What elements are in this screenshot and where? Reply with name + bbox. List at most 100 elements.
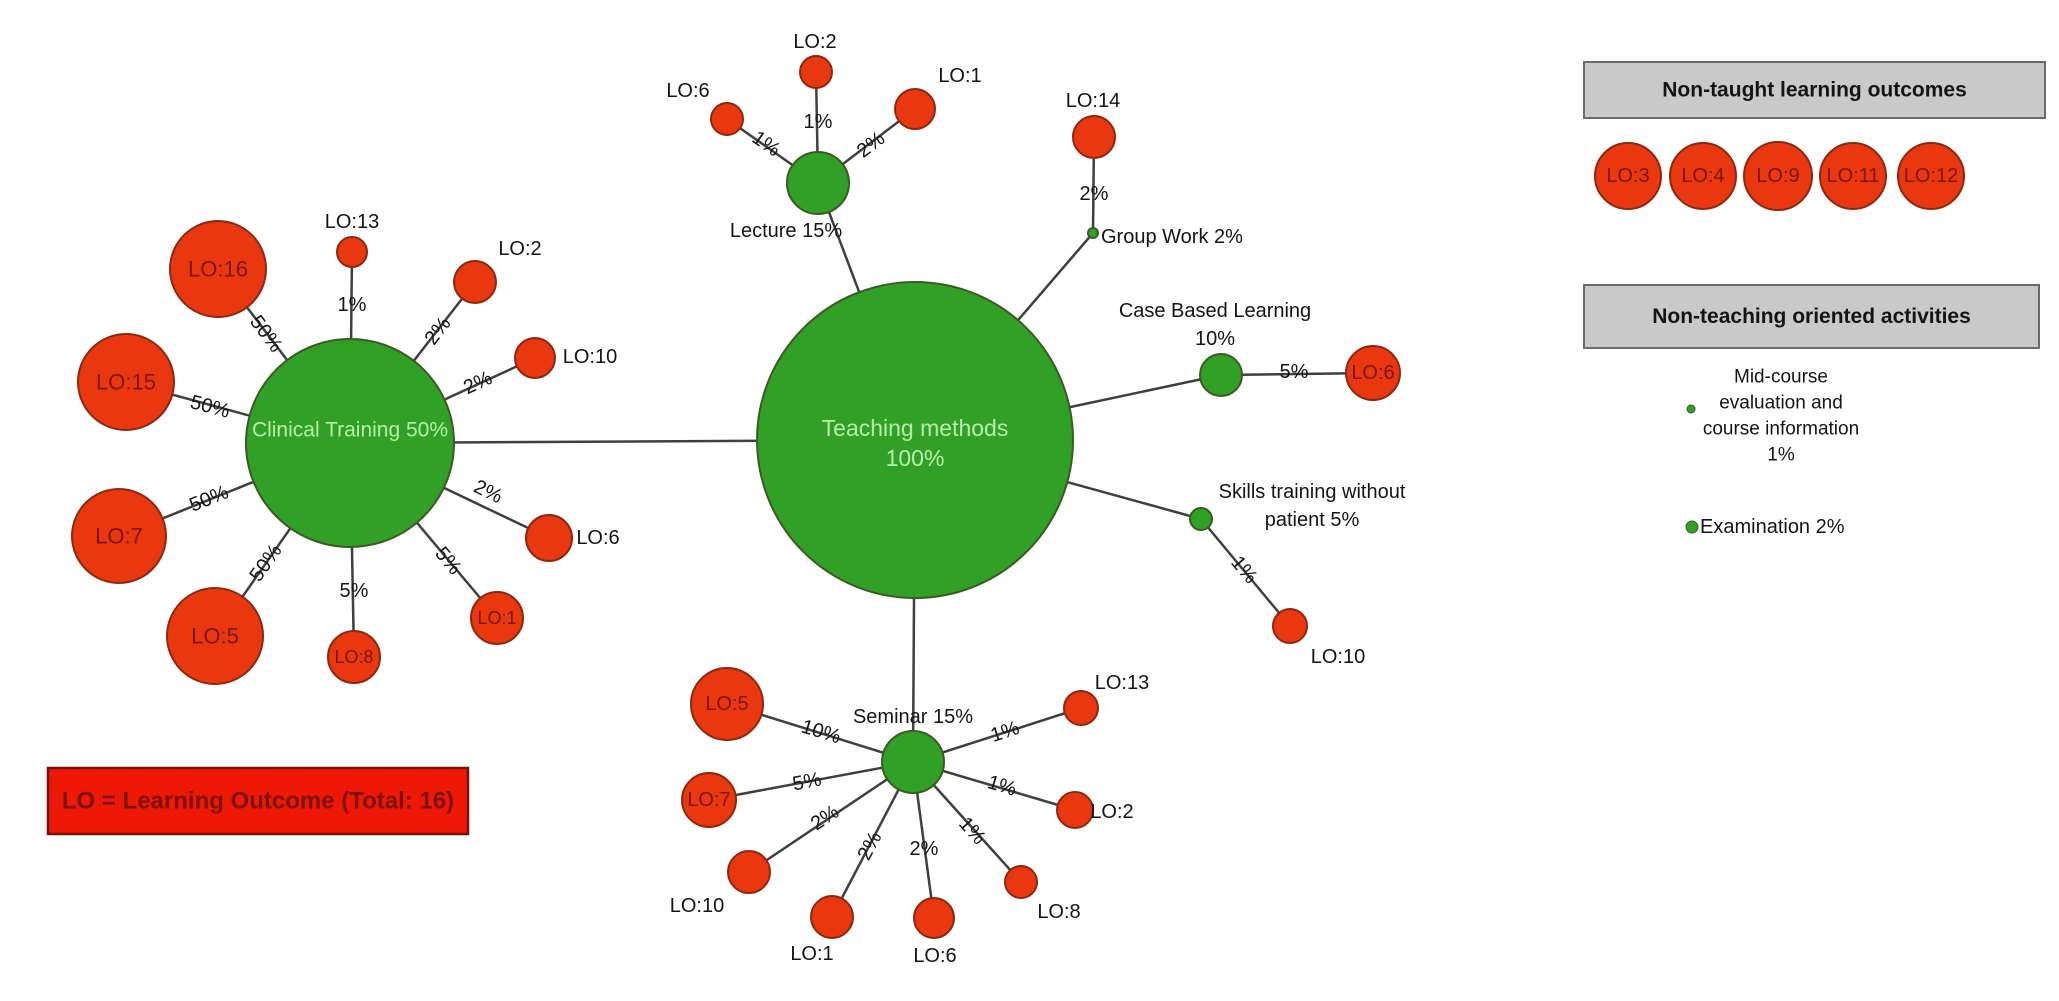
node-lo2-seminar	[1056, 791, 1094, 829]
edge-label-case-based-learning-lo6-cbl: 5%	[1280, 361, 1309, 383]
non-taught-lo-label-2: LO:9	[1756, 165, 1799, 187]
label-lo7-seminar: LO:7	[687, 789, 730, 811]
node-skills-training	[1189, 507, 1213, 531]
non-taught-lo-label-0: LO:3	[1606, 165, 1649, 187]
node-group-work	[1087, 227, 1099, 239]
non-taught-lo-circle-4	[1897, 142, 1965, 210]
label-lo16-clinical: LO:16	[188, 257, 248, 282]
non-taught-lo-label-1: LO:4	[1681, 165, 1724, 187]
edge-label-seminar-lo5-seminar: 10%	[799, 716, 844, 749]
node-lo1-seminar	[810, 895, 854, 939]
node-lo5-seminar	[690, 667, 764, 741]
non-taught-header-box	[1583, 61, 2046, 119]
label-lo5-seminar: LO:5	[705, 693, 748, 715]
label-lo6-lecture: LO:6	[666, 80, 709, 102]
label-lo13-seminar: LO:13	[1095, 672, 1149, 694]
edge-skills-training-lo10-skills	[1200, 518, 1291, 627]
label-seminar: Seminar 15%	[853, 706, 973, 728]
node-lo5-clinical	[166, 587, 264, 685]
node-lo6-seminar	[913, 897, 955, 939]
node-case-based-learning	[1199, 353, 1243, 397]
label-lo6-clinical: LO:6	[576, 527, 619, 549]
node-lo6-clinical	[525, 514, 573, 562]
edge-seminar-lo10-seminar	[748, 760, 914, 874]
non-taught-lo-circle-1	[1669, 142, 1737, 210]
node-lo2-lecture	[799, 55, 833, 89]
edge-seminar-lo7-seminar	[708, 760, 914, 802]
node-lo8-clinical	[327, 630, 381, 684]
label-teaching-methods: Teaching methods	[822, 415, 1009, 441]
label-lo6-cbl: LO:6	[1351, 362, 1394, 384]
edge-label-lecture-lo2-lecture: 1%	[804, 111, 833, 133]
label-lo10-skills: LO:10	[1311, 646, 1365, 668]
edge-label-clinical-training-lo8-clinical: 5%	[340, 580, 369, 602]
node-lo13-clinical	[336, 236, 368, 268]
examination-dot	[1685, 520, 1699, 534]
label-lo13-clinical: LO:13	[325, 211, 379, 233]
edge-label-seminar-lo8-seminar: 1%	[954, 813, 990, 849]
node-lo15-clinical	[77, 333, 175, 431]
non-taught-lo-label-3: LO:11	[1827, 165, 1880, 187]
node-lo6-cbl	[1345, 345, 1401, 401]
node-lo10-clinical	[514, 337, 556, 379]
label-teaching-methods: 100%	[886, 445, 945, 471]
label-lo6-seminar: LO:6	[913, 945, 956, 967]
non-teaching-header-title: Non-teaching oriented activities	[1652, 305, 1971, 328]
label-lo8-clinical: LO:8	[334, 647, 373, 667]
label-lo1-clinical: LO:1	[477, 608, 516, 628]
label-clinical-training: Clinical Training 50%	[252, 419, 448, 442]
label-lo10-seminar: LO:10	[670, 895, 724, 917]
label-skills-training: patient 5%	[1265, 509, 1360, 531]
non-teaching-header-box	[1583, 284, 2040, 349]
edge-label-clinical-training-lo5-clinical: 50%	[246, 540, 287, 586]
node-lo14-groupwork	[1072, 115, 1116, 159]
label-lo7-clinical: LO:7	[95, 524, 143, 549]
non-taught-lo-circle-2	[1743, 141, 1813, 211]
label-lo14-groupwork: LO:14	[1066, 90, 1120, 112]
label-lo8-seminar: LO:8	[1037, 901, 1080, 923]
non-taught-header-title: Non-taught learning outcomes	[1662, 79, 1967, 102]
node-clinical-training	[245, 338, 455, 548]
label-lo15-clinical: LO:15	[96, 370, 156, 395]
legend-box	[46, 766, 470, 836]
edge-label-seminar-lo1-seminar: 2%	[854, 828, 887, 864]
node-lo7-clinical	[71, 488, 167, 584]
label-lecture: Lecture 15%	[730, 220, 843, 242]
label-lo10-clinical: LO:10	[563, 346, 617, 368]
node-lecture	[786, 151, 850, 215]
label-group-work: Group Work 2%	[1101, 226, 1243, 248]
label-skills-training: Skills training without	[1219, 481, 1406, 503]
legend-label: LO = Learning Outcome (Total: 16)	[62, 788, 454, 815]
node-lo7-seminar	[681, 772, 737, 828]
edge-label-clinical-training-lo15-clinical: 50%	[188, 391, 233, 423]
midcourse-label: 1%	[1767, 445, 1795, 466]
midcourse-label: course information	[1703, 419, 1859, 440]
midcourse-label: evaluation and	[1719, 393, 1843, 414]
edge-label-seminar-lo7-seminar: 5%	[791, 768, 824, 795]
midcourse-dot	[1686, 404, 1696, 414]
node-lo2-clinical	[453, 260, 497, 304]
node-lo8-seminar	[1004, 865, 1038, 899]
node-lo1-lecture	[894, 88, 936, 130]
node-lo10-seminar	[727, 850, 771, 894]
label-lo2-clinical: LO:2	[498, 238, 541, 260]
label-lo1-lecture: LO:1	[938, 65, 981, 87]
label-lo5-clinical: LO:5	[191, 624, 239, 649]
node-lo6-lecture	[710, 102, 744, 136]
examination-label: Examination 2%	[1700, 516, 1845, 538]
edge-label-seminar-lo6-seminar: 2%	[910, 838, 939, 860]
node-lo1-clinical	[470, 591, 524, 645]
label-lo2-seminar: LO:2	[1090, 801, 1133, 823]
non-taught-lo-circle-0	[1594, 142, 1662, 210]
label-case-based-learning: 10%	[1195, 328, 1235, 350]
label-lo1-seminar: LO:1	[790, 943, 833, 965]
edge-label-seminar-lo13-seminar: 1%	[988, 717, 1022, 747]
node-lo10-skills	[1272, 608, 1308, 644]
node-teaching-methods	[756, 281, 1074, 599]
non-taught-lo-circle-3	[1819, 142, 1887, 210]
label-lo2-lecture: LO:2	[793, 31, 836, 53]
node-lo13-seminar	[1063, 690, 1099, 726]
edge-label-clinical-training-lo13-clinical: 1%	[338, 294, 367, 316]
